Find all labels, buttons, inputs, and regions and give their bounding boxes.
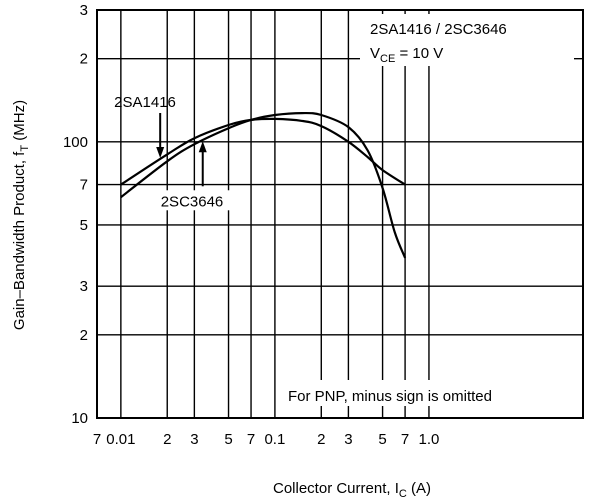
pnp-note: For PNP, minus sign is omitted [288, 388, 492, 405]
x-tick-label: 3 [190, 431, 198, 448]
callout-2sa1416: 2SA1416 [114, 94, 176, 159]
y-tick-label: 7 [80, 177, 88, 194]
series-line-2sa1416 [120, 117, 406, 186]
series-line-2sc3646 [120, 111, 407, 259]
arrow-up-icon [198, 141, 207, 153]
x-tick-label: 2 [163, 431, 171, 448]
x-tick-label: 2 [317, 431, 325, 448]
y-tick-label: 2 [80, 51, 88, 68]
callout-label: 2SA1416 [114, 94, 176, 111]
y-tick-label: 3 [80, 2, 88, 19]
note-label-bg [280, 380, 574, 406]
x-tick-label: 0.01 [106, 431, 135, 448]
curves [120, 111, 407, 259]
x-tick-label: 0.1 [264, 431, 285, 448]
y-tick-label: 2 [80, 327, 88, 344]
y-tick-label: 3 [80, 278, 88, 295]
x-tick-label: 7 [247, 431, 255, 448]
x-tick-label: 1.0 [419, 431, 440, 448]
x-axis-title: Collector Current, IC (A) [273, 480, 431, 498]
grid [97, 10, 583, 418]
x-tick-label: 5 [378, 431, 386, 448]
x-tick-label: 7 [93, 431, 101, 448]
x-tick-label: 3 [344, 431, 352, 448]
y-tick-labels: 10 2 3 5 7 100 2 3 [63, 2, 88, 427]
y-tick-label: 100 [63, 134, 88, 151]
arrow-down-icon [156, 147, 165, 159]
device-label: 2SA1416 / 2SC3646 [370, 21, 507, 38]
plot-frame [96, 9, 584, 419]
y-tick-label: 10 [71, 410, 88, 427]
y-axis-title: Gain–Bandwidth Product, fT (MHz) [11, 100, 31, 330]
callout-2sc3646: 2SC3646 [156, 141, 249, 211]
callout-label: 2SC3646 [161, 193, 224, 210]
x-tick-label: 5 [224, 431, 232, 448]
y-tick-label: 5 [80, 217, 88, 234]
series-callouts: 2SA1416 2SC3646 [114, 94, 249, 211]
vce-condition-label: VCE = 10 V [370, 45, 443, 65]
x-tick-label: 7 [401, 431, 409, 448]
device-label-bg [360, 14, 574, 66]
callout-label-bg [156, 190, 249, 211]
x-tick-labels: 7 0.01 2 3 5 7 0.1 2 3 5 7 1.0 [93, 431, 440, 448]
